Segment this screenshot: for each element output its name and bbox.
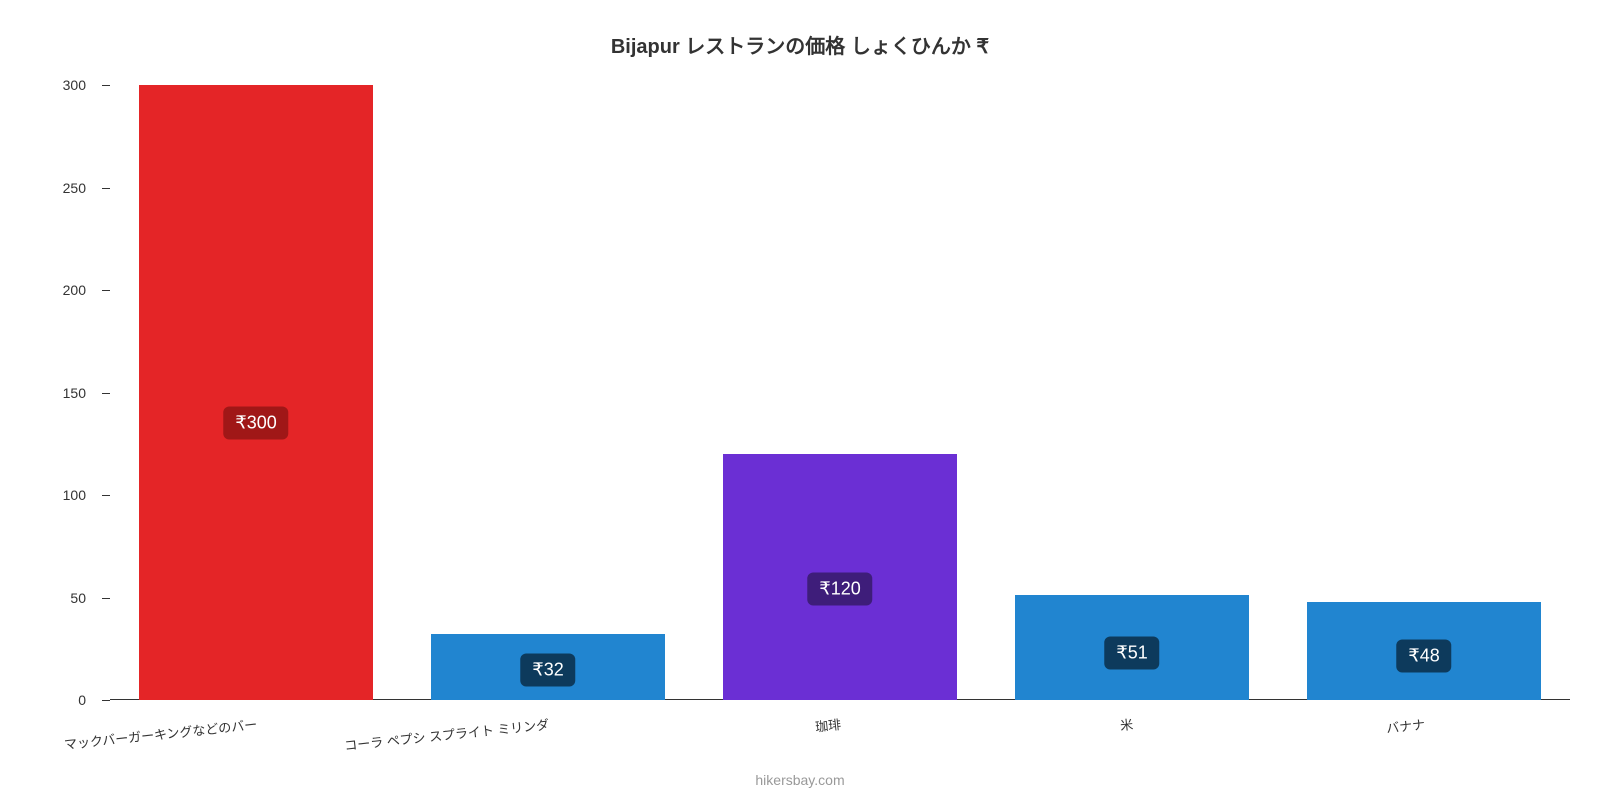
y-tick-mark (102, 598, 110, 599)
y-tick-label: 200 (46, 282, 86, 298)
y-tick-label: 250 (46, 180, 86, 196)
y-tick-label: 300 (46, 77, 86, 93)
y-tick-label: 50 (46, 590, 86, 606)
value-badge: ₹300 (223, 407, 288, 440)
y-tick-mark (102, 290, 110, 291)
y-tick-mark (102, 495, 110, 496)
y-tick-mark (102, 393, 110, 394)
y-tick-mark (102, 188, 110, 189)
bars-layer: ₹300 ₹32 ₹120 ₹51 ₹48 (110, 85, 1570, 700)
chart-title: Bijapur レストランの価格 しょくひんか ₹ (0, 30, 1600, 59)
value-badge: ₹51 (1104, 636, 1159, 669)
y-tick-label: 100 (46, 487, 86, 503)
value-badge: ₹120 (807, 573, 872, 606)
y-tick-label: 0 (46, 692, 86, 708)
attribution-text: hikersbay.com (0, 772, 1600, 788)
y-tick-mark (102, 700, 110, 701)
value-badge: ₹48 (1396, 639, 1451, 672)
y-tick-mark (102, 85, 110, 86)
value-badge: ₹32 (520, 654, 575, 687)
y-tick-label: 150 (46, 385, 86, 401)
plot-area: ₹300₹32₹120₹51₹48 050100150200250300マックバ… (110, 85, 1570, 700)
chart-container: Bijapur レストランの価格 しょくひんか ₹ ₹300 ₹32 ₹120 ₹51… (0, 0, 1600, 800)
bar (139, 85, 373, 700)
